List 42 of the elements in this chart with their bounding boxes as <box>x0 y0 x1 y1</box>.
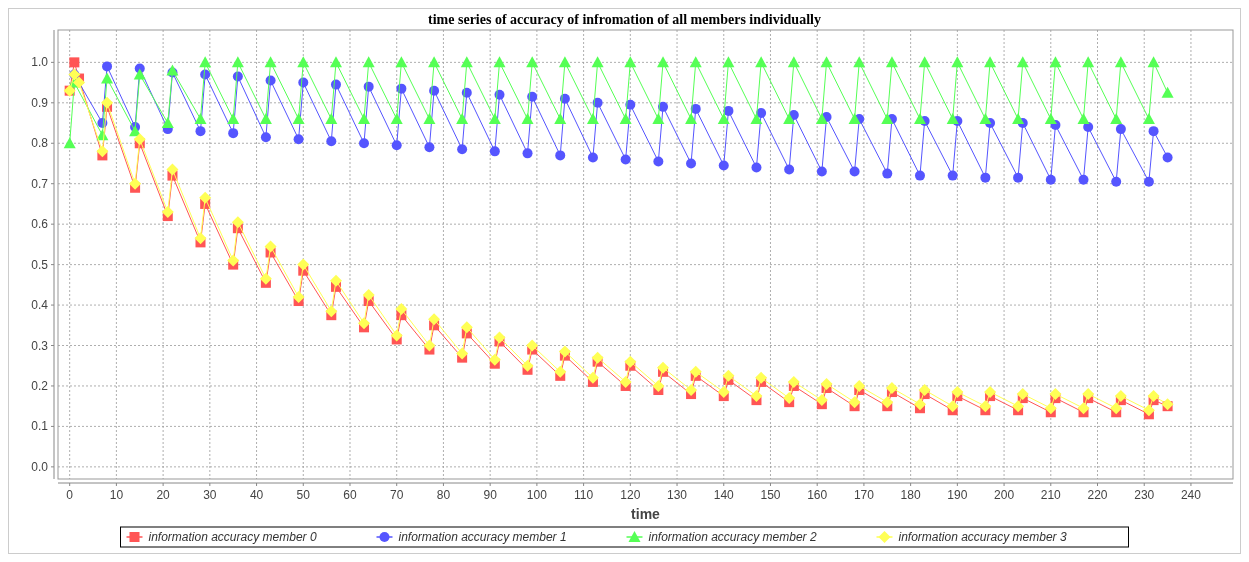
x-tick-label: 120 <box>620 488 641 502</box>
x-tick-label: 220 <box>1087 488 1108 502</box>
x-tick-label: 180 <box>900 488 921 502</box>
x-tick-label: 80 <box>436 488 451 502</box>
y-tick-label: 0.5 <box>31 257 49 272</box>
x-tick-label: 150 <box>760 488 781 502</box>
y-tick-label: 0.3 <box>31 338 49 353</box>
legend-label: information accuracy member 0 <box>148 530 317 544</box>
y-tick-label: 0.8 <box>31 136 49 151</box>
x-axis-title: time <box>631 506 661 522</box>
x-tick-label: 240 <box>1180 488 1202 502</box>
x-tick-label: 10 <box>109 488 124 502</box>
x-tick-label: 200 <box>994 488 1015 502</box>
x-tick-label: 170 <box>853 488 875 502</box>
x-tick-label: 30 <box>203 488 217 502</box>
y-tick-label: 0.1 <box>31 419 49 434</box>
y-tick-label: 0.9 <box>31 95 49 110</box>
x-tick-label: 60 <box>343 488 357 502</box>
chart-title: time series of accuracy of infromation of all members individually <box>428 12 821 27</box>
x-tick-label: 160 <box>807 488 828 502</box>
legend-label: information accuracy member 1 <box>398 530 567 544</box>
x-tick-label: 100 <box>526 488 548 502</box>
x-tick-label: 40 <box>249 488 264 502</box>
x-tick-label: 210 <box>1040 488 1062 502</box>
y-tick-label: 0.2 <box>31 378 49 393</box>
x-tick-label: 70 <box>390 488 404 502</box>
y-tick-label: 0.7 <box>31 176 49 191</box>
x-tick-label: 130 <box>667 488 688 502</box>
x-tick-label: 230 <box>1134 488 1155 502</box>
y-tick-label: 0.0 <box>31 459 49 474</box>
legend-label: information accuracy member 3 <box>898 530 1067 544</box>
y-tick-label: 0.4 <box>31 298 49 313</box>
x-tick-label: 90 <box>483 488 498 502</box>
x-tick-label: 140 <box>713 488 735 502</box>
x-tick-label: 50 <box>296 488 311 502</box>
y-tick-label: 1.0 <box>31 55 49 70</box>
legend-label: information accuracy member 2 <box>648 530 817 544</box>
x-tick-label: 0 <box>66 488 74 502</box>
x-tick-label: 20 <box>156 488 171 502</box>
x-tick-label: 110 <box>574 488 594 502</box>
x-tick-label: 190 <box>947 488 968 502</box>
y-tick-label: 0.6 <box>31 217 49 232</box>
